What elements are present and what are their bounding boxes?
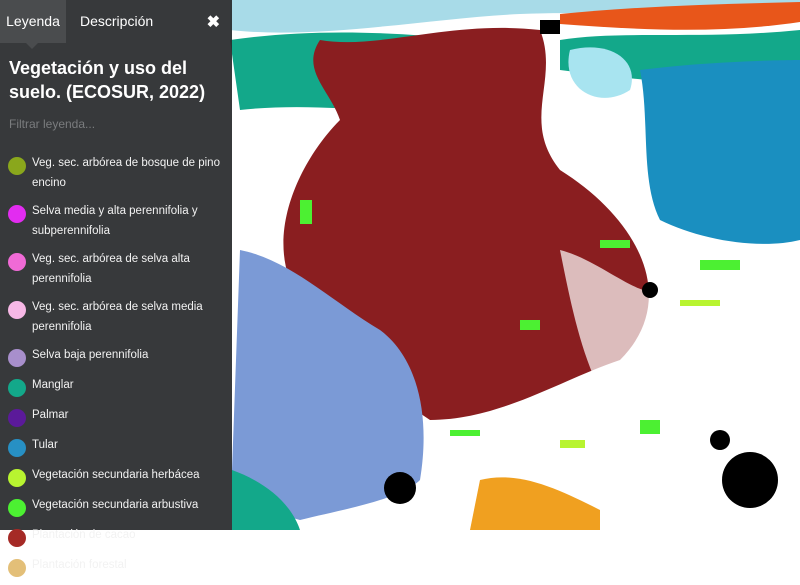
legend-item: Veg. sec. arbórea de bosque de pino enci… bbox=[8, 153, 228, 193]
legend-swatch bbox=[8, 301, 26, 319]
layer-title: Vegetación y uso del suelo. (ECOSUR, 202… bbox=[9, 58, 206, 102]
legend-label: Veg. sec. arbórea de selva alta perennif… bbox=[32, 253, 190, 285]
panel-tabs: Leyenda Descripción ✖ bbox=[0, 0, 232, 49]
tab-leyenda[interactable]: Leyenda bbox=[0, 0, 66, 49]
legend-list: Veg. sec. arbórea de bosque de pino enci… bbox=[8, 153, 228, 585]
tular-area bbox=[640, 60, 800, 244]
tab-descripcion[interactable]: Descripción bbox=[80, 13, 154, 29]
legend-item: Veg. sec. arbórea de selva media perenni… bbox=[8, 297, 228, 337]
legend-label: Plantación forestal bbox=[32, 559, 127, 571]
legend-item: Tular bbox=[8, 435, 228, 457]
legend-swatch bbox=[8, 499, 26, 517]
cacao-area bbox=[283, 27, 649, 421]
legend-swatch bbox=[8, 253, 26, 271]
legend-label: Selva baja perennifolia bbox=[32, 349, 149, 361]
legend-item: Palmar bbox=[8, 405, 228, 427]
legend-swatch bbox=[8, 409, 26, 427]
legend-label: Manglar bbox=[32, 379, 74, 391]
legend-label: Veg. sec. arbórea de bosque de pino enci… bbox=[32, 157, 220, 189]
legend-filter-input[interactable] bbox=[9, 117, 219, 131]
legend-label: Vegetación secundaria arbustiva bbox=[32, 499, 199, 511]
legend-item: Veg. sec. arbórea de selva alta perennif… bbox=[8, 249, 228, 289]
legend-item: Selva media y alta perennifolia y subper… bbox=[8, 201, 228, 241]
legend-item: Plantación de cacao bbox=[8, 525, 228, 547]
legend-swatch bbox=[8, 469, 26, 487]
legend-swatch bbox=[8, 379, 26, 397]
legend-item: Vegetación secundaria herbácea bbox=[8, 465, 228, 487]
legend-label: Tular bbox=[32, 439, 58, 451]
legend-label: Selva media y alta perennifolia y subper… bbox=[32, 205, 198, 237]
legend-swatch bbox=[8, 157, 26, 175]
legend-label: Veg. sec. arbórea de selva media perenni… bbox=[32, 301, 203, 333]
legend-label: Vegetación secundaria herbácea bbox=[32, 469, 200, 481]
legend-label: Plantación de cacao bbox=[32, 529, 136, 541]
legend-panel: Leyenda Descripción ✖ Vegetación y uso d… bbox=[0, 0, 232, 577]
legend-label: Palmar bbox=[32, 409, 69, 421]
coastal-strip bbox=[560, 2, 800, 30]
legend-swatch bbox=[8, 205, 26, 223]
close-icon[interactable]: ✖ bbox=[206, 14, 220, 31]
legend-swatch bbox=[8, 529, 26, 547]
map-canvas[interactable] bbox=[0, 0, 800, 530]
legend-item: Manglar bbox=[8, 375, 228, 397]
legend-swatch bbox=[8, 349, 26, 367]
legend-item: Plantación forestal bbox=[8, 555, 228, 577]
selva-baja-area bbox=[232, 250, 424, 520]
legend-swatch bbox=[8, 439, 26, 457]
legend-item: Vegetación secundaria arbustiva bbox=[8, 495, 228, 517]
legend-swatch bbox=[8, 559, 26, 577]
legend-item: Selva baja perennifolia bbox=[8, 345, 228, 367]
